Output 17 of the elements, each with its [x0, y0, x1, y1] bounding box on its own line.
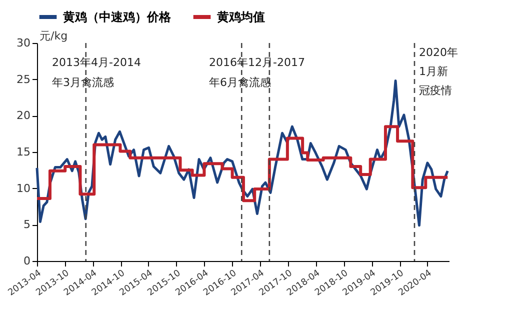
y-tick-label: 15 [16, 146, 30, 158]
y-tick-label: 25 [16, 72, 30, 86]
legend-label: 黄鸡均值 [216, 10, 265, 24]
y-tick-label: 20 [16, 109, 30, 122]
annotation: 1月新 [419, 65, 448, 78]
y-axis-title: 元/kg [40, 30, 68, 42]
annotation: 年3月禽流感 [52, 76, 114, 89]
y-tick-label: 5 [24, 218, 30, 232]
annotation: 2016年12月-2017 [209, 56, 305, 69]
annotation: 冠疫情 [419, 84, 452, 97]
annotation: 2020年 [419, 46, 458, 59]
y-tick-label: 30 [16, 36, 30, 50]
y-tick-label: 0 [24, 254, 30, 268]
legend-label: 黄鸡（中速鸡）价格 [62, 10, 172, 24]
annotation: 2013年4月-2014 [52, 56, 141, 69]
annotation: 年6月禽流感 [209, 76, 271, 89]
y-tick-label: 10 [16, 182, 30, 195]
